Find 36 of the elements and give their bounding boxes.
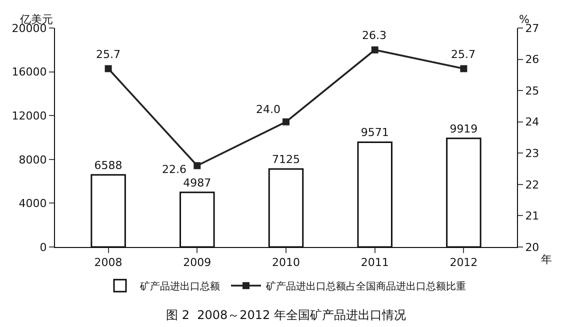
y2-tick-label: 23 [525,146,540,160]
y-tick-label: 8000 [18,153,47,166]
data-label: 24.0 [256,103,280,116]
y-tick-label: 12000 [12,109,47,122]
x-tick-label: 2010 [272,256,300,270]
data-label: 7125 [272,152,300,166]
point [282,118,290,126]
x-tick-label: 2009 [183,256,212,270]
y2-tick-label: 24 [525,116,540,129]
y-tick-label: 0 [40,240,47,254]
data-label: 22.6 [162,163,186,176]
point [460,65,468,72]
data-label: 26.3 [362,29,386,42]
y-tick-label: 16000 [12,66,47,79]
data-label: 25.7 [96,48,120,61]
point [371,46,378,54]
y2-tick-label: 22 [525,178,540,192]
y2-tick-label: 20 [525,240,540,254]
text: 图 2 2008～2012 年全国矿产品进出口情况 [166,308,406,322]
legend-label: 矿产品进出口总额占全国商品进出口总额比重 [265,280,466,292]
data-label: 9571 [360,126,389,140]
x-tick-label: 2011 [360,256,389,270]
data-label: 9919 [450,122,478,136]
y2-tick-label: 25 [525,84,540,98]
data-label: 4987 [183,176,212,190]
x-tick-label: 2008 [94,256,122,270]
y2-tick-label: 21 [525,210,540,223]
legend-label: 矿产品进出口总额 [139,280,220,292]
data-label: 6588 [94,158,122,172]
point [104,65,112,72]
point [194,162,201,170]
x-tick-label: 2012 [450,256,478,270]
x-axis-title: 年 [541,253,552,266]
y2-tick-label: 26 [525,53,540,66]
data-label: 25.7 [451,48,476,61]
y-tick-label: 4000 [18,197,47,210]
